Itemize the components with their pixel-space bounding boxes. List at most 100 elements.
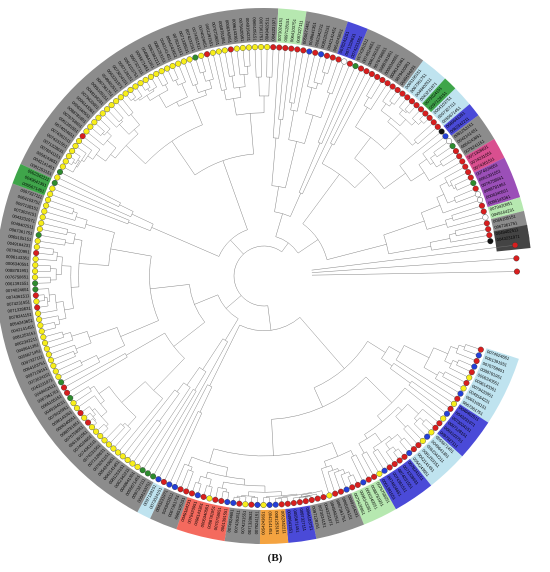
tree-branch: [410, 172, 425, 182]
tree-branch: [100, 400, 105, 404]
tree-branch: [55, 189, 130, 221]
leaf-marker: [254, 501, 261, 508]
tree-branch: [297, 54, 309, 112]
tree-branch: [57, 183, 131, 217]
tree-branch: [442, 200, 478, 214]
tree-branch: [445, 217, 453, 221]
leaf-label: 0054243651: [9, 318, 33, 327]
tree-branch: [430, 162, 434, 165]
leaf-marker: [477, 196, 484, 203]
tree-branch: [281, 242, 289, 252]
leaf-marker: [384, 80, 391, 87]
tree-branch: [73, 161, 76, 164]
tree-branch: [79, 395, 95, 407]
leaf-marker: [49, 185, 56, 192]
leaf-label: 0049402511: [495, 227, 519, 236]
tree-branch: [51, 344, 75, 354]
tree-branch: [131, 213, 154, 225]
leaf-label: 0076758651: [211, 22, 221, 46]
leaf-label: 0006340551: [224, 20, 232, 44]
tree-branch: [398, 406, 402, 411]
tree-branch: [119, 204, 134, 212]
tree-branch: [57, 256, 63, 258]
phylogenetic-tree: 0074024651006139155100767586510088781951…: [0, 7, 531, 544]
tree-branch: [274, 186, 279, 212]
tree-branch: [320, 92, 330, 118]
leaf-marker: [288, 45, 295, 52]
leaf-label: 0054243651: [261, 511, 266, 535]
tree-branch: [389, 436, 392, 440]
tree-branch: [407, 403, 419, 414]
tree-branches: [38, 50, 517, 502]
tree-branch: [311, 258, 517, 273]
tree-branch: [436, 163, 442, 168]
leaf-marker: [227, 46, 234, 53]
tree-branch: [342, 469, 346, 474]
tree-branch: [433, 347, 448, 355]
tree-branch: [268, 77, 270, 96]
clade-band: [431, 88, 470, 126]
leaf-marker: [302, 498, 309, 505]
leaf-label: 0043231971: [271, 17, 277, 41]
tree-branch: [444, 360, 452, 365]
tree-branch: [313, 57, 321, 83]
tree-branch: [299, 317, 345, 369]
leaf-marker: [83, 128, 90, 135]
tree-branch: [321, 68, 355, 144]
tree-branch: [53, 351, 74, 360]
tree-branch: [278, 50, 286, 120]
leaf-label: 0064103751: [289, 18, 297, 42]
tree-branch: [225, 467, 228, 477]
leaf-label: 0042141451: [326, 26, 337, 50]
tree-branch: [364, 434, 368, 439]
tree-branch: [176, 101, 180, 107]
tree-branch: [151, 227, 219, 257]
leaf-marker: [248, 501, 255, 508]
tree-branch: [403, 428, 417, 444]
tree-branch: [372, 452, 384, 469]
leaf-marker: [76, 138, 83, 145]
tree-branch: [209, 448, 214, 464]
leaf-marker: [363, 68, 370, 75]
tree-branch: [66, 353, 126, 387]
tree-branch: [289, 52, 298, 103]
leaf-marker: [475, 352, 482, 359]
tree-branch: [327, 60, 333, 74]
leaf-marker: [113, 98, 120, 105]
leaf-label: 0062342211: [314, 23, 324, 47]
tree-branch: [337, 468, 339, 472]
tree-branch: [365, 376, 393, 403]
tree-branch: [375, 433, 382, 443]
tree-branch: [164, 411, 199, 480]
tree-branch: [352, 474, 357, 483]
leaf-marker: [142, 76, 149, 83]
leaf-label: 0079420951: [186, 500, 198, 524]
tree-branch: [383, 220, 425, 236]
tree-branch: [430, 154, 436, 159]
leaf-marker: [404, 94, 411, 101]
tree-branch: [442, 157, 457, 167]
tree-branch: [249, 113, 254, 155]
leaf-marker: [129, 460, 136, 467]
tree-branch: [223, 89, 227, 100]
clade-band: [451, 115, 495, 157]
clade-band: [337, 21, 368, 61]
leaf-marker: [144, 470, 151, 477]
tree-branch: [430, 238, 451, 243]
tree-branch: [168, 71, 174, 82]
leaf-marker: [169, 63, 176, 70]
leaf-marker: [105, 441, 112, 448]
leaf-label: 0049164231: [245, 18, 252, 42]
tree-branch: [272, 50, 280, 138]
leaf-marker: [97, 433, 104, 440]
leaf-label: 0074361511: [233, 509, 241, 533]
tree-branch: [44, 223, 68, 230]
leaf-label: 0074231551: [6, 299, 30, 307]
tree-branch: [377, 449, 389, 466]
tree-branch: [327, 471, 335, 491]
tree-branch: [85, 224, 115, 233]
leaf-label: 0049641351: [308, 21, 318, 45]
leaf-label: 0062342211: [14, 336, 38, 347]
tree-branch: [157, 76, 163, 87]
leaf-marker: [368, 71, 375, 78]
